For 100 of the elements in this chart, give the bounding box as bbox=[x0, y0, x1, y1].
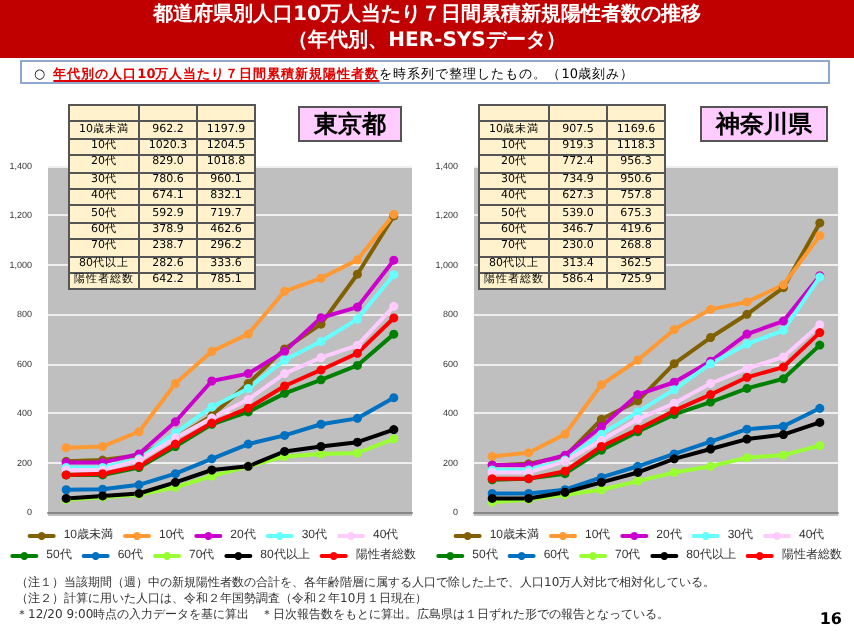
point bbox=[596, 477, 606, 487]
point bbox=[316, 273, 326, 283]
point bbox=[633, 414, 643, 424]
point bbox=[815, 218, 825, 228]
point bbox=[61, 443, 71, 453]
point bbox=[633, 407, 643, 417]
point bbox=[633, 467, 643, 477]
point bbox=[815, 231, 825, 241]
point bbox=[316, 419, 326, 429]
point bbox=[742, 309, 752, 319]
text: 都道府県別人口10万人当たり７日間累積新規陽性者数の推移 bbox=[151, 2, 703, 28]
point bbox=[815, 417, 825, 427]
point bbox=[389, 270, 399, 280]
point bbox=[742, 329, 752, 339]
point bbox=[389, 313, 399, 323]
point bbox=[207, 465, 217, 475]
point bbox=[669, 359, 679, 369]
point bbox=[316, 313, 326, 323]
point bbox=[389, 393, 399, 403]
point bbox=[207, 346, 217, 356]
point bbox=[633, 355, 643, 365]
point bbox=[742, 453, 752, 463]
point bbox=[352, 255, 362, 265]
chart-title: 神奈川県 bbox=[714, 110, 814, 138]
point bbox=[243, 383, 253, 393]
point bbox=[633, 476, 643, 486]
point bbox=[170, 469, 180, 479]
point bbox=[389, 329, 399, 339]
text: （年代別、HER-SYSデータ） bbox=[286, 28, 568, 54]
point bbox=[778, 362, 788, 372]
point bbox=[524, 448, 534, 458]
point bbox=[280, 388, 290, 398]
point bbox=[280, 286, 290, 296]
point bbox=[596, 422, 606, 432]
point bbox=[134, 427, 144, 437]
point bbox=[706, 378, 716, 388]
point bbox=[170, 417, 180, 427]
point bbox=[61, 485, 71, 495]
point bbox=[669, 377, 679, 387]
point bbox=[389, 434, 399, 444]
point bbox=[352, 348, 362, 358]
point bbox=[706, 333, 716, 343]
point bbox=[815, 328, 825, 338]
point bbox=[815, 403, 825, 413]
point bbox=[706, 461, 716, 471]
point bbox=[352, 302, 362, 312]
point bbox=[316, 336, 326, 346]
point bbox=[778, 430, 788, 440]
point bbox=[352, 437, 362, 447]
point bbox=[280, 355, 290, 365]
point bbox=[316, 353, 326, 363]
point bbox=[98, 442, 108, 451]
point bbox=[742, 297, 752, 307]
point bbox=[596, 414, 606, 424]
point bbox=[316, 442, 326, 451]
chart-title: 東京都 bbox=[312, 110, 386, 138]
point bbox=[487, 451, 497, 461]
point bbox=[560, 429, 570, 439]
point bbox=[280, 430, 290, 440]
point bbox=[280, 381, 290, 391]
point bbox=[815, 320, 825, 330]
point bbox=[815, 340, 825, 350]
point bbox=[706, 390, 716, 400]
point bbox=[134, 480, 144, 490]
point bbox=[742, 339, 752, 349]
point bbox=[207, 376, 217, 386]
point bbox=[778, 325, 788, 335]
point bbox=[742, 364, 752, 374]
point bbox=[352, 413, 362, 423]
point bbox=[280, 369, 290, 379]
point bbox=[389, 255, 399, 265]
point bbox=[389, 301, 399, 311]
point bbox=[280, 446, 290, 456]
point bbox=[669, 385, 679, 395]
point bbox=[706, 437, 716, 447]
point bbox=[170, 378, 180, 388]
point bbox=[778, 374, 788, 384]
point bbox=[706, 444, 716, 454]
point bbox=[243, 439, 253, 449]
point bbox=[778, 316, 788, 326]
point bbox=[742, 424, 752, 434]
point bbox=[742, 383, 752, 393]
point bbox=[243, 369, 253, 379]
point bbox=[669, 325, 679, 335]
point bbox=[778, 421, 788, 431]
point bbox=[352, 269, 362, 279]
point bbox=[669, 398, 679, 408]
point bbox=[596, 485, 606, 495]
point bbox=[815, 441, 825, 451]
point bbox=[633, 390, 643, 400]
point bbox=[243, 329, 253, 339]
point bbox=[316, 365, 326, 375]
point bbox=[669, 454, 679, 464]
point bbox=[778, 450, 788, 460]
point bbox=[207, 454, 217, 464]
point bbox=[706, 304, 716, 314]
point bbox=[742, 372, 752, 382]
point bbox=[243, 395, 253, 405]
point bbox=[389, 425, 399, 435]
point bbox=[352, 340, 362, 350]
